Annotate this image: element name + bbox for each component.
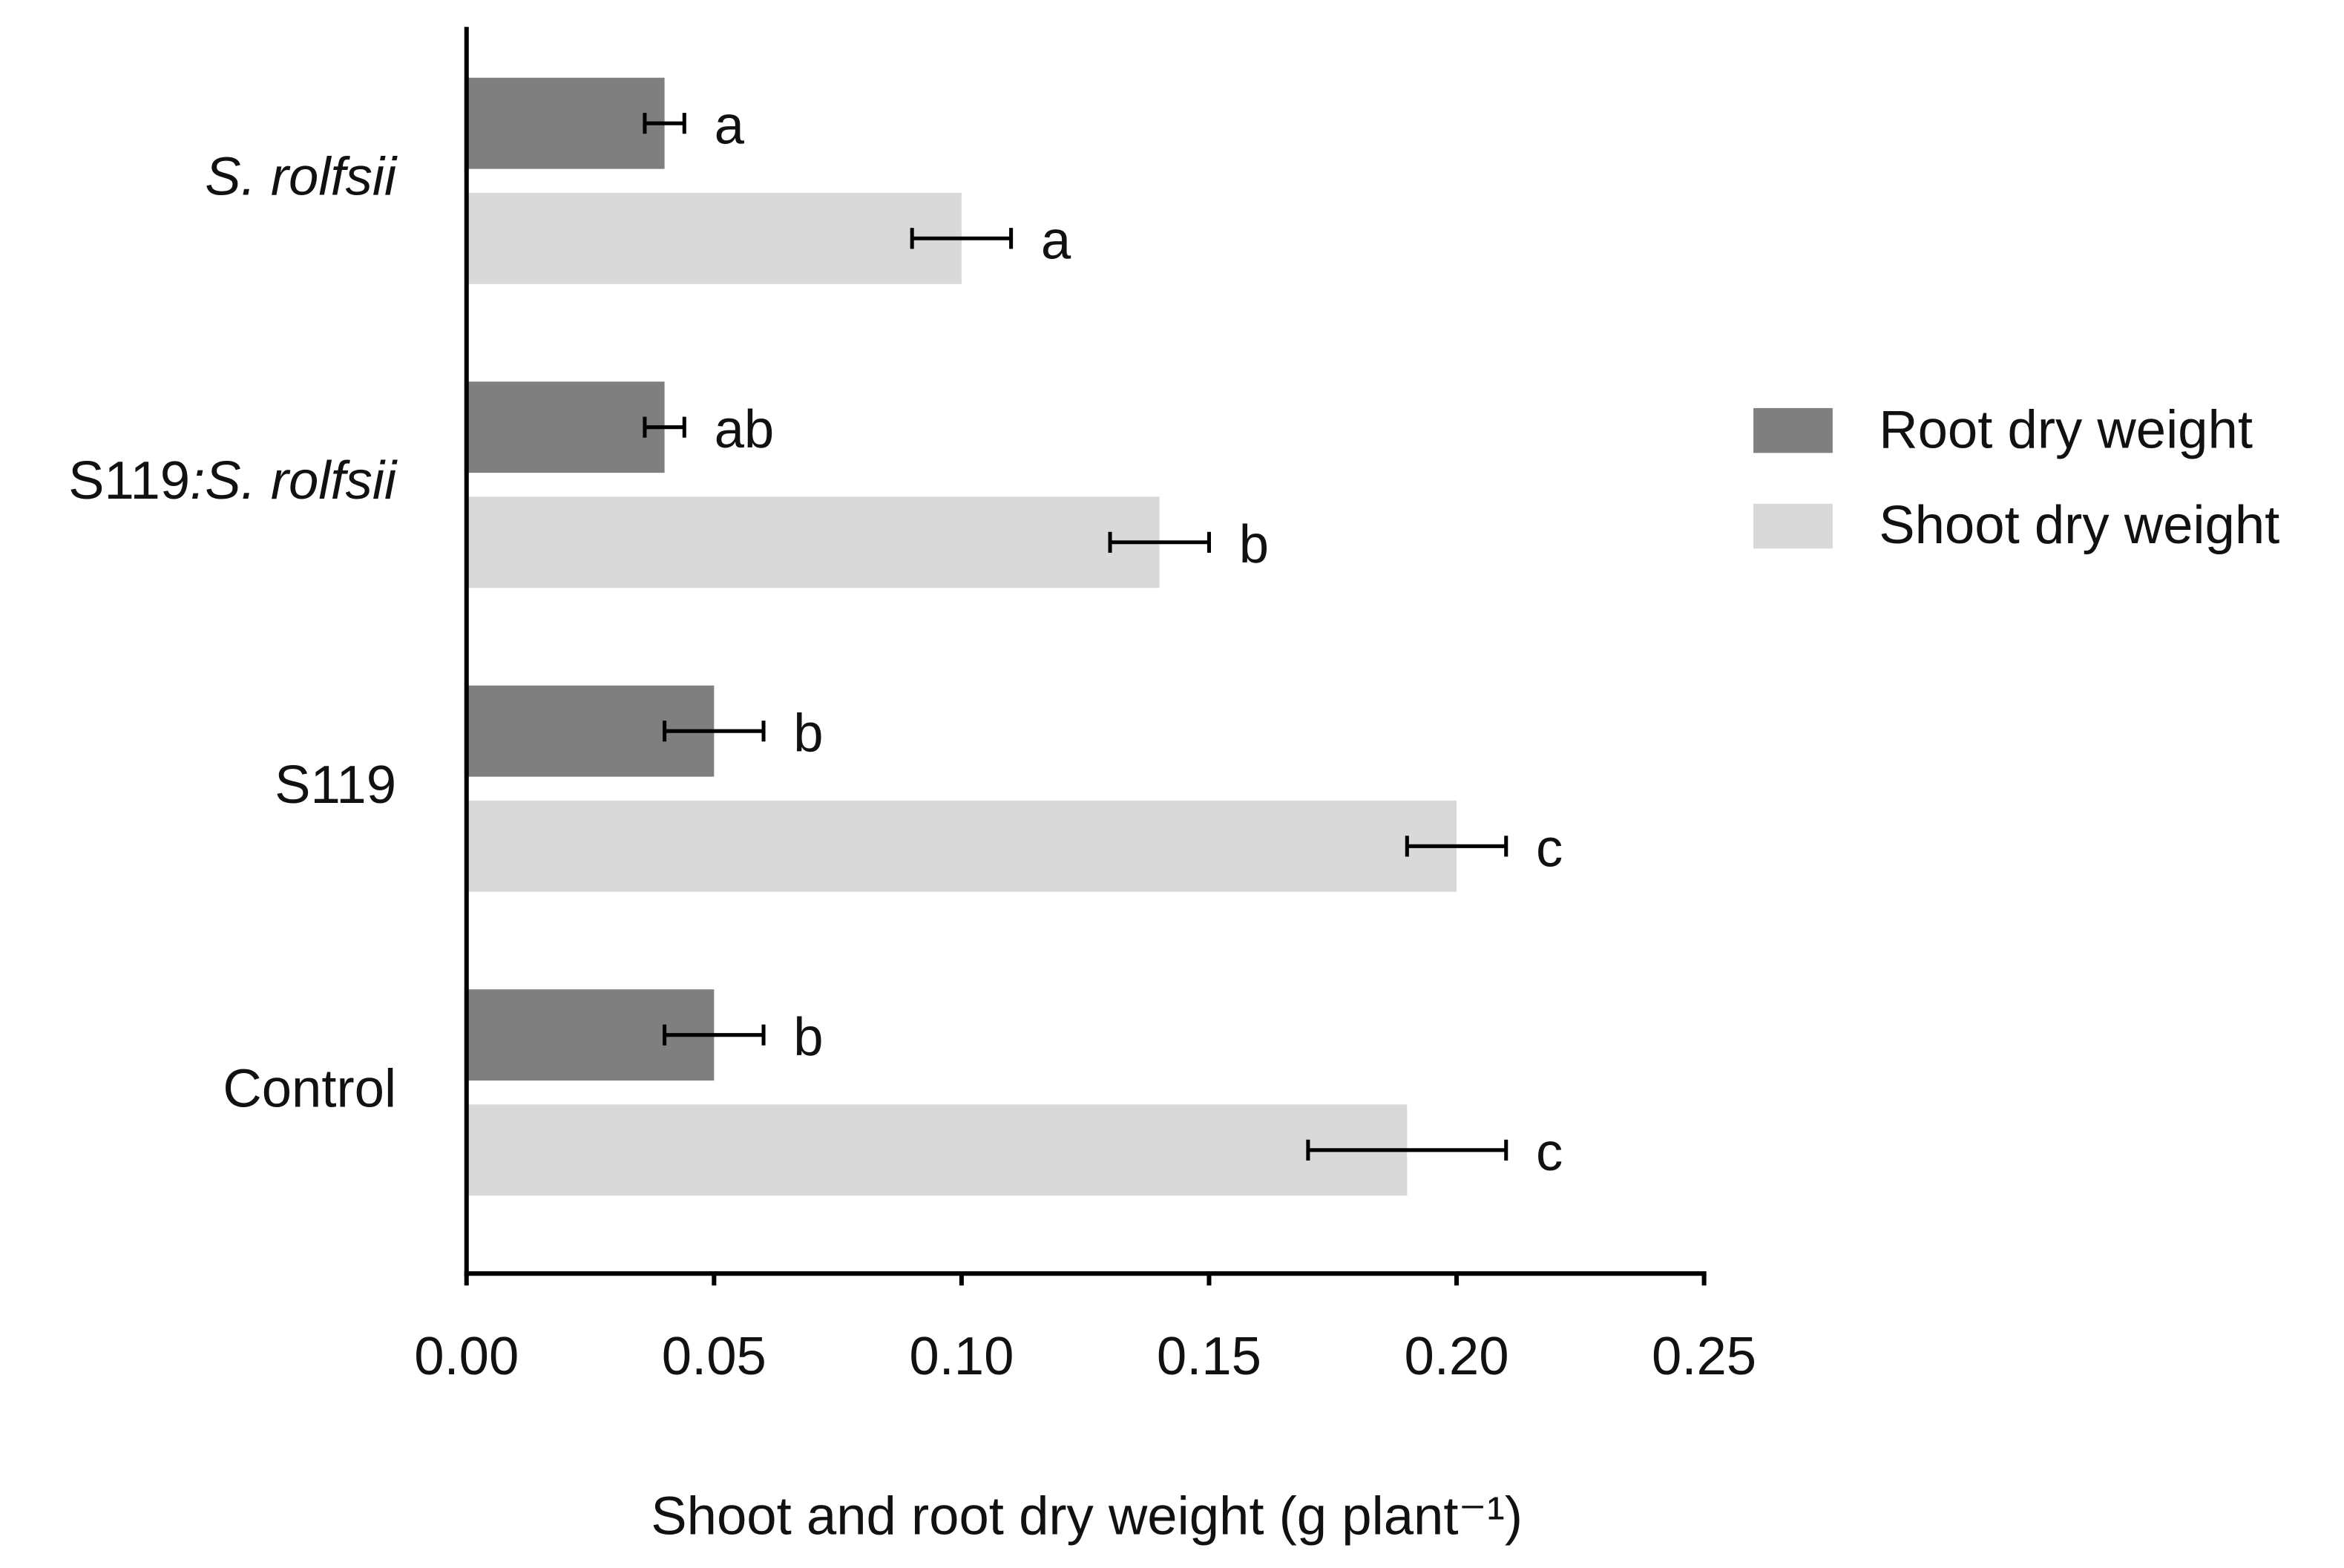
significance-letter: b (793, 1007, 823, 1067)
legend-swatch (1753, 407, 1833, 453)
y-tick-label: Control (223, 1058, 396, 1118)
bar (466, 192, 962, 284)
x-tick-label: 0.20 (1404, 1326, 1509, 1386)
legend-label: Shoot dry weight (1879, 495, 2279, 555)
error-bar (1108, 531, 1211, 553)
significance-letter: ab (715, 399, 775, 459)
bar (466, 381, 665, 473)
x-tick-label: 0.05 (662, 1326, 766, 1386)
x-tick-label: 0.25 (1652, 1326, 1756, 1386)
error-bar (910, 228, 1014, 249)
significance-letter: a (1041, 210, 1071, 270)
bar (466, 1104, 1408, 1196)
legend-label: Root dry weight (1879, 399, 2253, 459)
x-tick-label: 0.15 (1157, 1326, 1261, 1386)
bar (466, 800, 1457, 892)
x-axis-label: Shoot and root dry weight (g plant⁻¹) (651, 1486, 1523, 1546)
error-bar (1405, 836, 1509, 857)
significance-letter: c (1536, 1122, 1563, 1182)
error-bar (1306, 1139, 1509, 1161)
error-bar (643, 113, 686, 134)
y-tick-label: S119 (275, 755, 396, 815)
significance-letter: c (1536, 819, 1563, 879)
error-bar (663, 721, 766, 742)
y-tick-label: S. rolfsii (205, 147, 398, 207)
x-tick-label: 0.10 (909, 1326, 1014, 1386)
error-bar (643, 416, 686, 438)
x-tick-label: 0.00 (414, 1326, 519, 1386)
y-tick-label: S119:S. rolfsii (68, 450, 398, 511)
error-bar (663, 1024, 766, 1046)
significance-letter: b (793, 703, 823, 763)
bar (466, 496, 1160, 588)
significance-letter: a (715, 95, 745, 155)
significance-letter: b (1239, 514, 1269, 574)
legend-swatch (1753, 503, 1833, 549)
bar (466, 77, 665, 169)
